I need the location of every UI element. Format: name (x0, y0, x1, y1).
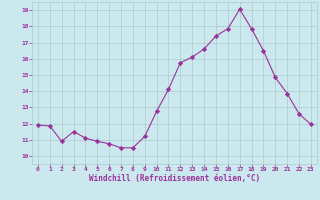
X-axis label: Windchill (Refroidissement éolien,°C): Windchill (Refroidissement éolien,°C) (89, 174, 260, 183)
